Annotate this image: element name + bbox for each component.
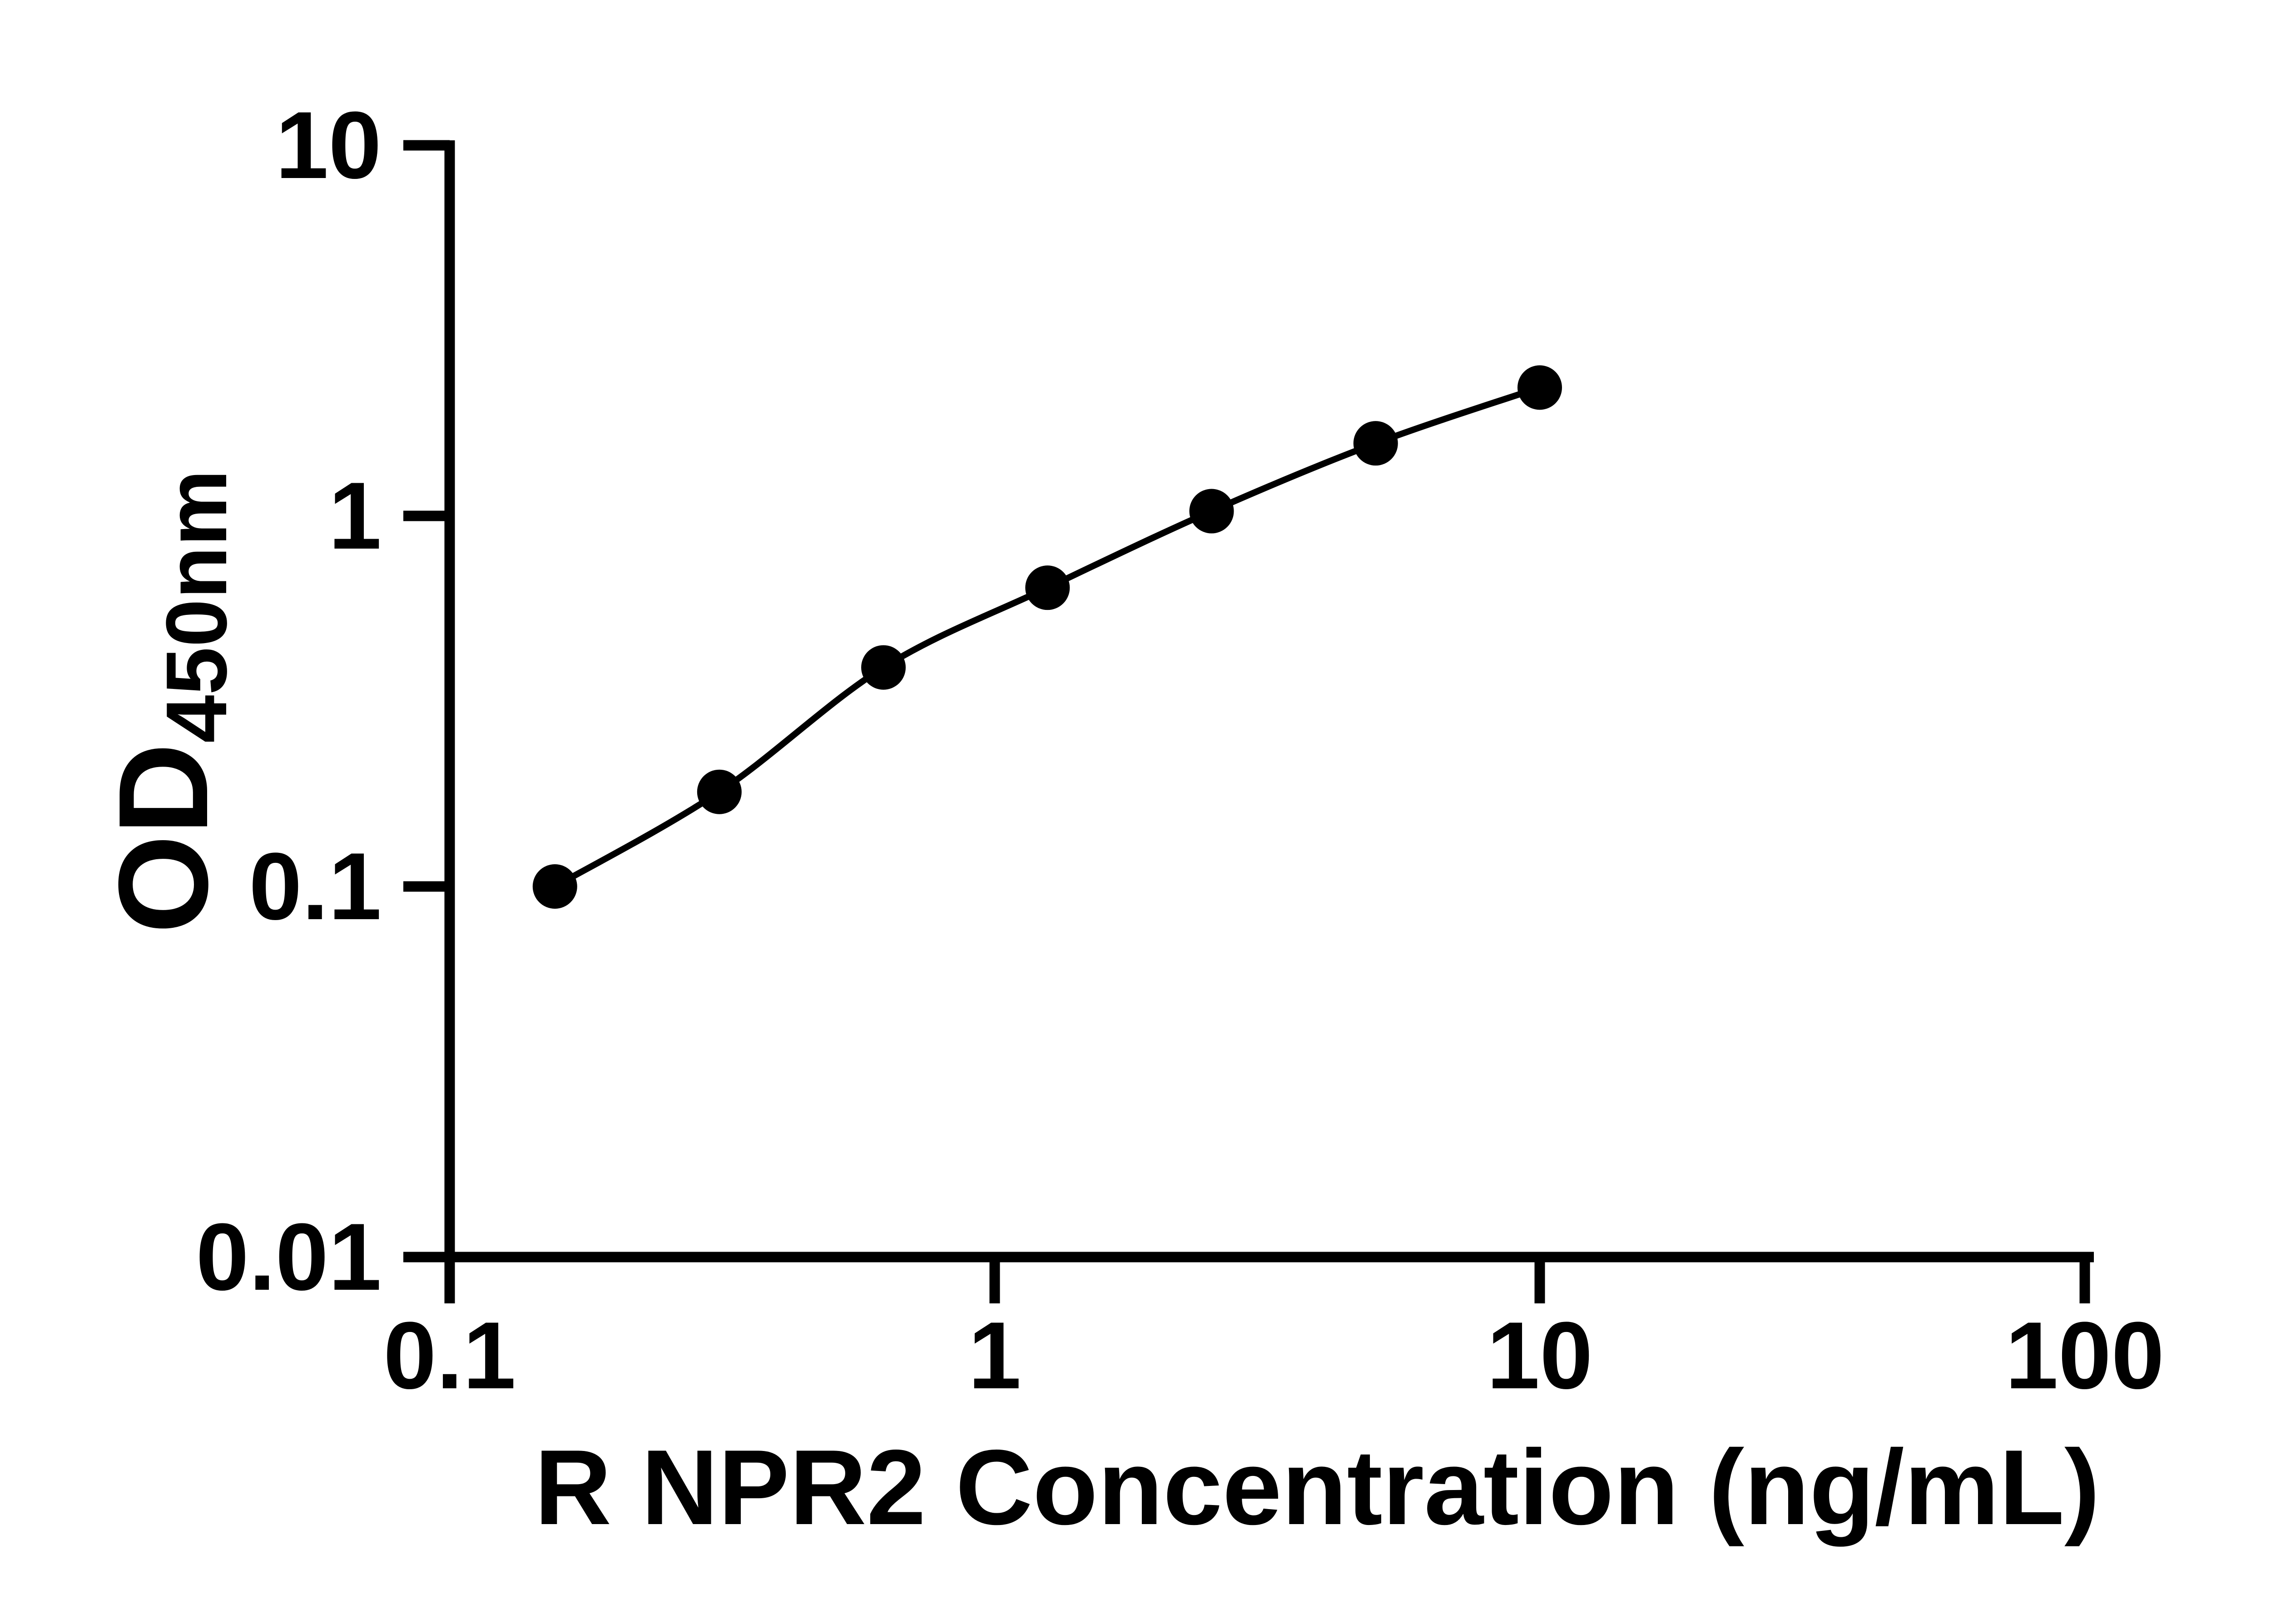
data-point-marker bbox=[1025, 565, 1070, 610]
data-point-marker bbox=[697, 769, 742, 814]
y-axis-title-main: OD bbox=[93, 743, 234, 934]
data-point-marker bbox=[1189, 489, 1234, 534]
x-tick-label: 1 bbox=[968, 1302, 1021, 1409]
x-tick-label: 10 bbox=[1487, 1302, 1593, 1409]
y-tick-label: 0.1 bbox=[249, 833, 382, 940]
standard-curve-line bbox=[553, 384, 1541, 890]
y-tick-label: 1 bbox=[328, 462, 382, 569]
data-point-marker bbox=[861, 645, 906, 690]
y-tick-label: 10 bbox=[275, 92, 382, 198]
x-tick-label: 100 bbox=[2005, 1302, 2165, 1409]
x-tick-label: 0.1 bbox=[383, 1302, 516, 1409]
data-point-marker bbox=[532, 864, 577, 909]
x-axis-title: R NPR2 Concentration (ng/mL) bbox=[534, 1427, 2100, 1547]
y-axis-title: OD450nm bbox=[93, 470, 245, 934]
y-axis-title-subscript: 450nm bbox=[149, 469, 245, 743]
data-point-marker bbox=[1353, 421, 1398, 466]
data-point-marker bbox=[1517, 365, 1562, 410]
y-tick-label: 0.01 bbox=[196, 1203, 382, 1310]
